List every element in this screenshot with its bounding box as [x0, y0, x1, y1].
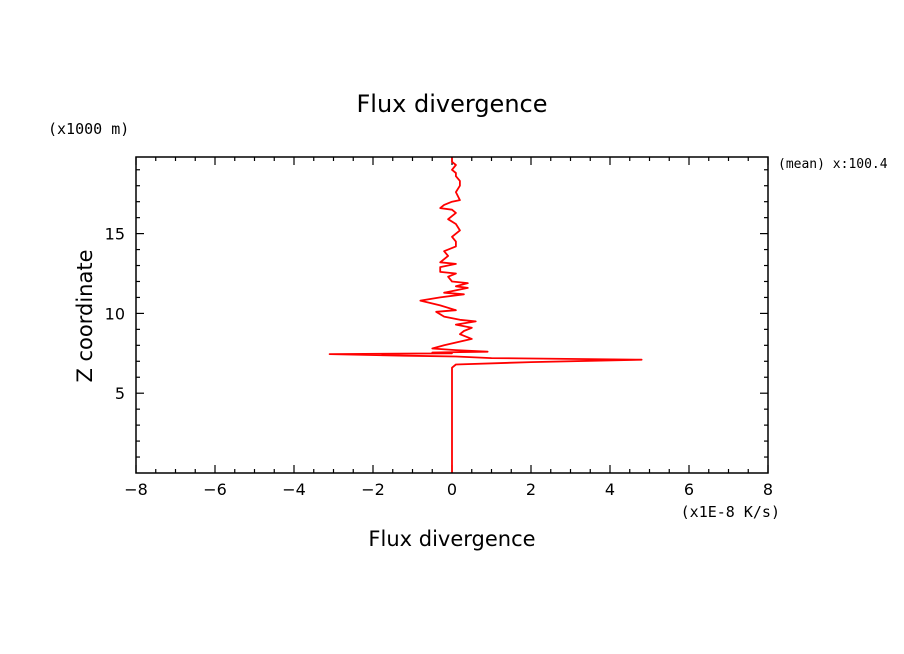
y-axis-label: Z coordinate: [73, 249, 97, 382]
x-tick-label: −8: [124, 480, 148, 499]
x-axis-label: Flux divergence: [368, 527, 535, 551]
y-tick-label: 5: [115, 384, 125, 403]
plot-frame: [135, 156, 769, 474]
x-axis-unit: (x1E-8 K/s): [681, 503, 780, 521]
series-group: [328, 157, 643, 473]
x-tick-label: −2: [361, 480, 385, 499]
axis-tick-labels: −8 −6 −4 −2 0 2 4 6 8 5 10 15: [105, 225, 773, 499]
x-tick-label: 6: [684, 480, 694, 499]
x-tick-label: 4: [605, 480, 615, 499]
x-tick-label: −6: [203, 480, 227, 499]
chart-title: Flux divergence: [356, 90, 547, 118]
x-tick-label: −4: [282, 480, 306, 499]
x-tick-label: 0: [447, 480, 457, 499]
mean-annotation: (mean) x:100.4: [778, 157, 888, 172]
x-tick-label: 2: [526, 480, 536, 499]
y-tick-label: 15: [105, 225, 125, 244]
x-tick-label: 8: [763, 480, 773, 499]
y-tick-label: 10: [105, 304, 125, 323]
y-axis-unit: (x1000 m): [48, 120, 129, 138]
series-line: [328, 157, 643, 473]
